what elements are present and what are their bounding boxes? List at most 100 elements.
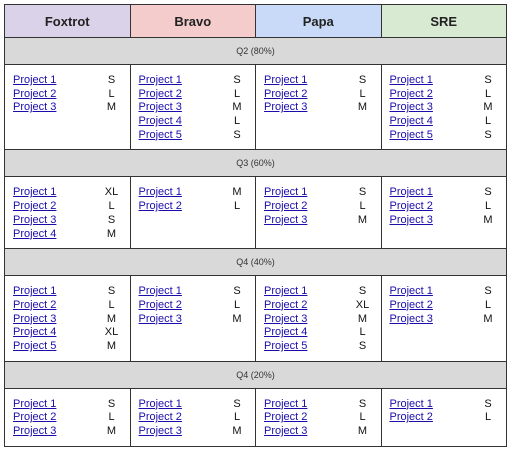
project-link[interactable]: Project 3	[264, 312, 308, 325]
project-link[interactable]: Project 5	[389, 128, 433, 141]
project-link[interactable]: Project 1	[13, 285, 57, 298]
project-link[interactable]: Project 3	[13, 425, 57, 437]
project-link[interactable]: Project 3	[13, 101, 57, 114]
project-link[interactable]: Project 1	[389, 186, 433, 199]
project-entry: Project 1 XL	[13, 186, 122, 200]
project-entry: Project 3 M	[390, 101, 499, 115]
project-link[interactable]: Project 5	[138, 128, 182, 141]
project-link[interactable]: Project 1	[138, 397, 182, 410]
project-link[interactable]: Project 1	[389, 285, 433, 298]
team-header-sre[interactable]: SRE	[380, 4, 507, 38]
tshirt-size: S	[484, 397, 492, 410]
project-link[interactable]: Project 3	[138, 312, 182, 325]
project-link[interactable]: Project 1	[138, 186, 182, 199]
project-link[interactable]: Project 2	[264, 411, 308, 424]
tshirt-size: S	[233, 128, 241, 141]
project-link[interactable]: Project 2	[389, 411, 433, 424]
project-link[interactable]: Project 3	[389, 101, 433, 114]
project-entry: Project 1 S	[390, 398, 499, 412]
tshirt-size: L	[108, 298, 115, 311]
project-link[interactable]: Project 2	[264, 87, 308, 100]
project-link[interactable]: Project 1	[389, 397, 433, 410]
project-link[interactable]: Project 3	[389, 312, 433, 325]
project-link[interactable]: Project 3	[264, 213, 308, 226]
project-link[interactable]: Project 2	[13, 298, 57, 311]
project-link[interactable]: Project 4	[13, 227, 57, 240]
project-entry: Project 1 S	[264, 398, 373, 412]
project-entry: Project 1 S	[390, 186, 499, 200]
tshirt-size: M	[106, 227, 117, 240]
project-entry: Project 2 L	[139, 88, 248, 102]
project-link[interactable]: Project 1	[264, 186, 308, 199]
quarter-label: Q4 (20%)	[4, 360, 507, 389]
tshirt-size: M	[232, 312, 242, 325]
tshirt-size: M	[357, 312, 368, 325]
project-link[interactable]: Project 3	[13, 312, 57, 325]
project-link[interactable]: Project 4	[264, 326, 308, 339]
project-entry: Project 3 M	[264, 313, 373, 327]
project-entry: Project 1 S	[264, 285, 373, 299]
project-cell-foxtrot: Project 1 S Project 2 L Project 3 M	[4, 387, 131, 447]
project-link[interactable]: Project 2	[389, 200, 433, 213]
project-link[interactable]: Project 1	[138, 285, 182, 298]
tshirt-size: S	[233, 397, 241, 410]
project-link[interactable]: Project 1	[13, 74, 57, 86]
project-link[interactable]: Project 3	[138, 101, 182, 114]
tshirt-size: L	[359, 200, 366, 213]
team-header-row: Foxtrot Bravo Papa SRE	[4, 4, 507, 38]
project-cell-sre: Project 1 S Project 2 L Project 3 M Project 4 L…	[380, 63, 507, 151]
project-link[interactable]: Project 1	[389, 74, 433, 86]
project-link[interactable]: Project 2	[264, 200, 308, 213]
tshirt-size: S	[358, 285, 367, 298]
tshirt-size: L	[108, 87, 115, 100]
project-link[interactable]: Project 2	[389, 298, 433, 311]
project-link[interactable]: Project 5	[13, 339, 57, 352]
project-link[interactable]: Project 2	[138, 411, 182, 424]
tshirt-size: XL	[104, 326, 119, 339]
project-link[interactable]: Project 2	[264, 298, 308, 311]
project-link[interactable]: Project 1	[138, 74, 182, 86]
project-link[interactable]: Project 2	[138, 298, 182, 311]
project-link[interactable]: Project 2	[138, 200, 182, 213]
tshirt-size: L	[484, 411, 492, 424]
projects-row: Project 1 S Project 2 L Project 3 M Project 4 X…	[4, 275, 507, 362]
project-link[interactable]: Project 1	[13, 186, 57, 199]
project-cell-bravo: Project 1 S Project 2 L Project 3 M	[129, 387, 256, 447]
project-entry: Project 2 L	[139, 200, 248, 214]
project-link[interactable]: Project 1	[264, 285, 308, 298]
project-entry: Project 4 L	[390, 115, 499, 129]
project-link[interactable]: Project 1	[264, 74, 308, 86]
project-link[interactable]: Project 3	[389, 213, 433, 226]
project-link[interactable]: Project 3	[264, 101, 308, 114]
tshirt-size: L	[484, 87, 492, 100]
project-link[interactable]: Project 3	[264, 425, 308, 437]
team-header-papa[interactable]: Papa	[255, 4, 382, 38]
project-link[interactable]: Project 2	[13, 411, 57, 424]
project-cell-foxtrot: Project 1 S Project 2 L Project 3 M Project 4 X…	[4, 275, 131, 362]
project-link[interactable]: Project 1	[13, 397, 57, 410]
tshirt-size: L	[484, 115, 492, 128]
tshirt-size: S	[484, 186, 492, 199]
project-link[interactable]: Project 5	[264, 339, 308, 352]
project-entry: Project 3 M	[390, 214, 499, 228]
tshirt-size: S	[484, 74, 492, 86]
team-header-bravo[interactable]: Bravo	[129, 4, 256, 38]
team-header-foxtrot[interactable]: Foxtrot	[4, 4, 131, 38]
project-link[interactable]: Project 2	[389, 87, 433, 100]
project-entry: Project 2 L	[139, 299, 248, 313]
project-entry: Project 3 M	[139, 313, 248, 327]
project-link[interactable]: Project 3	[138, 425, 182, 437]
project-link[interactable]: Project 4	[13, 326, 57, 339]
project-entry: Project 5 S	[390, 129, 499, 143]
projects-row: Project 1 XL Project 2 L Project 3 S Project 4…	[4, 176, 507, 250]
project-link[interactable]: Project 2	[13, 200, 57, 213]
project-link[interactable]: Project 1	[264, 397, 308, 410]
project-link[interactable]: Project 2	[138, 87, 182, 100]
tshirt-size: L	[233, 115, 241, 128]
project-link[interactable]: Project 4	[389, 115, 433, 128]
project-link[interactable]: Project 2	[13, 87, 57, 100]
tshirt-size: S	[358, 74, 367, 86]
tshirt-size: XL	[104, 186, 119, 199]
project-link[interactable]: Project 3	[13, 213, 57, 226]
project-link[interactable]: Project 4	[138, 115, 182, 128]
